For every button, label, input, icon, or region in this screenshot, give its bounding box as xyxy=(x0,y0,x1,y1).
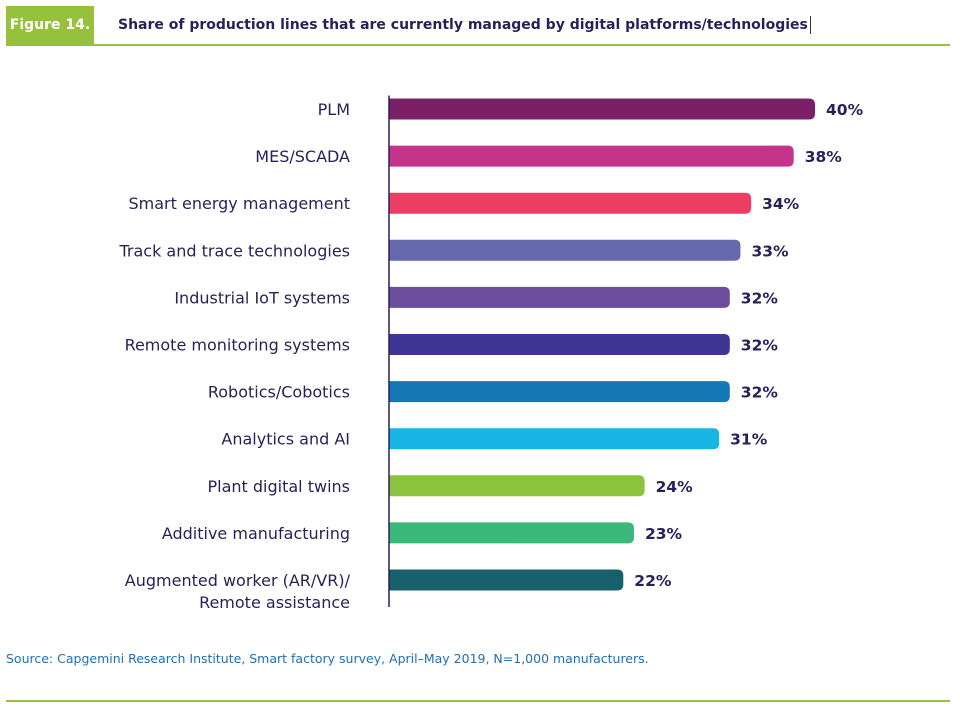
category-label-line: MES/SCADA xyxy=(255,147,350,166)
category-label-line: PLM xyxy=(318,100,350,119)
bottom-divider xyxy=(6,700,950,702)
bar-11 xyxy=(389,569,624,591)
bar-6 xyxy=(389,334,730,355)
bar-8 xyxy=(389,428,720,450)
category-label-8: Analytics and AI xyxy=(221,430,350,449)
bar-3 xyxy=(389,192,752,214)
bar-1 xyxy=(389,98,815,120)
category-label-10: Additive manufacturing xyxy=(162,524,350,543)
category-label-line: Analytics and AI xyxy=(221,430,350,449)
bar-9 xyxy=(389,475,645,497)
figure-header: Figure 14. Share of production lines tha… xyxy=(6,6,950,46)
category-label-11: Augmented worker (AR/VR)/ Remote assistan… xyxy=(125,571,351,612)
value-label-9: 24% xyxy=(656,478,694,496)
value-label-3: 34% xyxy=(762,195,800,213)
category-label-9: Plant digital twins xyxy=(208,477,351,496)
category-label-3: Smart energy management xyxy=(129,194,351,213)
value-label-10: 23% xyxy=(645,525,683,543)
bar-7 xyxy=(389,381,730,403)
value-label-6: 32% xyxy=(741,337,779,355)
category-label-7: Robotics/Cobotics xyxy=(208,383,350,402)
value-label-11: 22% xyxy=(634,572,672,590)
category-label-line: Remote monitoring systems xyxy=(125,336,350,355)
category-label-line: Augmented worker (AR/VR)/ xyxy=(125,571,351,590)
value-label-8: 31% xyxy=(730,431,768,449)
value-label-7: 32% xyxy=(741,384,779,402)
category-label-line: Additive manufacturing xyxy=(162,524,350,543)
category-label-line: Remote assistance xyxy=(199,593,350,612)
bar-5 xyxy=(389,286,730,308)
bar-10 xyxy=(389,522,634,544)
category-label-1: PLM xyxy=(318,100,350,119)
category-label-line: Track and trace technologies xyxy=(118,241,350,260)
bar-2 xyxy=(389,145,794,167)
category-label-line: Industrial IoT systems xyxy=(174,288,350,307)
category-label-5: Industrial IoT systems xyxy=(174,288,350,307)
category-label-line: Plant digital twins xyxy=(208,477,351,496)
category-label-4: Track and trace technologies xyxy=(118,241,350,260)
figure-title: Share of production lines that are curre… xyxy=(118,6,811,44)
category-label-2: MES/SCADA xyxy=(255,147,350,166)
figure-label: Figure 14. xyxy=(6,6,94,44)
bar-4 xyxy=(389,239,741,261)
value-label-1: 40% xyxy=(826,101,864,119)
value-label-2: 38% xyxy=(805,148,843,166)
source-note: Source: Capgemini Research Institute, Sm… xyxy=(6,651,649,666)
category-label-6: Remote monitoring systems xyxy=(125,336,350,355)
category-label-line: Smart energy management xyxy=(129,194,351,213)
value-label-5: 32% xyxy=(741,289,779,307)
category-label-line: Robotics/Cobotics xyxy=(208,383,350,402)
value-label-4: 33% xyxy=(751,242,789,260)
